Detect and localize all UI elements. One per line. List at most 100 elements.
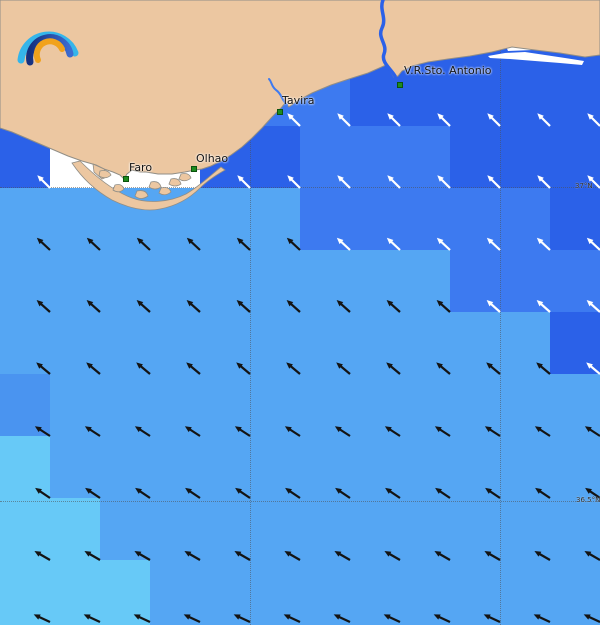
wind-arrow bbox=[284, 551, 301, 561]
wind-arrow bbox=[587, 113, 600, 127]
wind-arrow bbox=[485, 487, 501, 499]
wind-arrow bbox=[584, 551, 600, 561]
wind-arrow bbox=[136, 237, 151, 251]
wind-arrow bbox=[387, 175, 401, 189]
wind-arrow bbox=[335, 487, 351, 499]
latitude-label: 37°N bbox=[575, 182, 593, 190]
wind-arrow bbox=[435, 487, 451, 499]
wind-arrow bbox=[287, 113, 301, 127]
wind-arrow bbox=[34, 426, 51, 437]
wind-arrow bbox=[185, 487, 201, 499]
wind-arrow bbox=[534, 551, 551, 561]
wind-arrow bbox=[534, 426, 551, 437]
wind-arrow bbox=[437, 175, 451, 189]
wind-arrow bbox=[437, 113, 451, 127]
wind-arrow bbox=[135, 487, 151, 499]
lagoon-island bbox=[112, 184, 125, 193]
wind-arrow bbox=[184, 551, 201, 561]
wind-arrow bbox=[184, 426, 201, 437]
wind-arrow bbox=[134, 426, 151, 437]
wind-arrow bbox=[586, 299, 600, 313]
wind-arrow bbox=[385, 487, 401, 499]
wind-arrow bbox=[236, 237, 251, 251]
longitude-line bbox=[250, 140, 251, 625]
wind-arrow bbox=[183, 614, 201, 623]
wind-arrow bbox=[386, 237, 401, 251]
wind-arrow bbox=[136, 299, 151, 313]
wind-arrow bbox=[434, 551, 451, 561]
wind-arrow bbox=[85, 487, 101, 499]
city-marker-v-r-sto-antonio[interactable] bbox=[397, 82, 403, 88]
wind-arrow bbox=[86, 362, 101, 375]
wind-arrow bbox=[234, 426, 251, 437]
wind-arrow bbox=[234, 551, 251, 561]
wind-arrow bbox=[587, 175, 600, 189]
city-marker-faro[interactable] bbox=[123, 176, 129, 182]
wind-arrow bbox=[36, 362, 51, 375]
city-label-v-r-sto-antonio: V.R.Sto. Antonio bbox=[404, 64, 492, 77]
city-marker-olhao[interactable] bbox=[191, 166, 197, 172]
wind-arrow bbox=[436, 299, 451, 313]
wind-arrow bbox=[484, 426, 501, 437]
wind-arrow bbox=[84, 551, 101, 561]
river-tavira bbox=[268, 78, 288, 106]
wind-arrow bbox=[384, 551, 401, 561]
wind-arrow bbox=[586, 362, 600, 375]
wind-arrow bbox=[286, 237, 301, 251]
wind-arrow bbox=[336, 362, 351, 375]
latitude-label: 36.5°N bbox=[576, 496, 600, 504]
wind-arrow bbox=[237, 175, 251, 189]
lagoon-island bbox=[178, 173, 192, 182]
wind-arrow bbox=[483, 614, 501, 623]
wind-arrow bbox=[486, 362, 501, 375]
wind-arrow bbox=[336, 299, 351, 313]
wind-arrow bbox=[236, 299, 251, 313]
wind-arrow bbox=[537, 113, 551, 127]
wind-arrow bbox=[233, 614, 251, 623]
wind-arrow bbox=[86, 237, 101, 251]
wind-arrow bbox=[583, 614, 600, 623]
wind-arrow bbox=[333, 614, 351, 623]
wind-arrow bbox=[84, 426, 101, 437]
wind-arrow bbox=[334, 551, 351, 561]
wind-arrow bbox=[386, 299, 401, 313]
wind-arrow bbox=[86, 299, 101, 313]
wind-arrow bbox=[586, 237, 600, 251]
wind-arrow bbox=[287, 175, 301, 189]
wind-arrow bbox=[383, 614, 401, 623]
wind-arrow bbox=[334, 426, 351, 437]
wind-arrow bbox=[136, 362, 151, 375]
wind-arrow bbox=[33, 614, 51, 623]
city-label-tavira: Tavira bbox=[282, 94, 315, 107]
barrier-island-spit bbox=[71, 160, 226, 211]
wind-arrow bbox=[537, 175, 551, 189]
wind-speed-cell bbox=[0, 498, 100, 560]
city-marker-tavira[interactable] bbox=[277, 109, 283, 115]
wind-arrow bbox=[336, 237, 351, 251]
wind-arrow bbox=[235, 487, 251, 499]
wind-arrow bbox=[484, 551, 501, 561]
wind-arrow bbox=[36, 237, 51, 251]
beach-strip bbox=[488, 52, 584, 65]
wind-arrow bbox=[37, 175, 51, 189]
wind-arrow bbox=[83, 614, 101, 623]
wind-arrow bbox=[186, 362, 201, 375]
wind-arrow bbox=[536, 362, 551, 375]
wind-arrow bbox=[337, 175, 351, 189]
wind-arrow bbox=[434, 426, 451, 437]
wind-arrow bbox=[433, 614, 451, 623]
wind-arrow bbox=[236, 362, 251, 375]
wind-speed-cell bbox=[300, 126, 450, 188]
wind-arrow bbox=[34, 551, 51, 561]
wind-arrow bbox=[384, 426, 401, 437]
rainbow-logo-icon bbox=[17, 31, 79, 66]
wind-arrow bbox=[533, 614, 551, 623]
wind-arrow bbox=[285, 487, 301, 499]
lagoon-island bbox=[98, 170, 112, 179]
city-label-olhao: Olhao bbox=[196, 152, 229, 165]
city-label-faro: Faro bbox=[129, 161, 153, 174]
wind-arrow bbox=[487, 113, 501, 127]
